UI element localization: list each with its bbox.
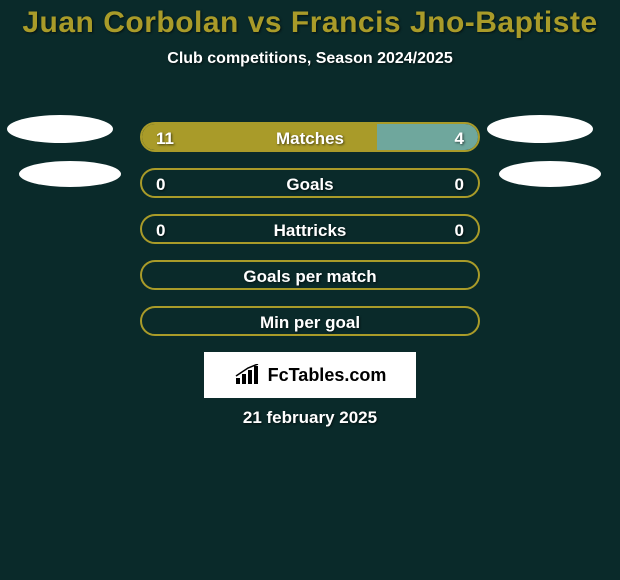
- brand-box: FcTables.com: [204, 352, 416, 398]
- metric-bar: 114Matches: [140, 122, 480, 152]
- metric-bar: 00Hattricks: [140, 214, 480, 244]
- metric-label: Min per goal: [142, 308, 478, 336]
- player-left-ellipse: [7, 115, 113, 143]
- metric-bar: Goals per match: [140, 260, 480, 290]
- metric-bar: Min per goal: [140, 306, 480, 336]
- metric-label: Matches: [142, 124, 478, 152]
- metric-label: Goals per match: [142, 262, 478, 290]
- metric-row: 114Matches: [0, 122, 620, 152]
- metric-bar: 00Goals: [140, 168, 480, 198]
- page-title: Juan Corbolan vs Francis Jno-Baptiste: [0, 0, 620, 40]
- metric-row: Goals per match: [0, 260, 620, 290]
- page-subtitle: Club competitions, Season 2024/2025: [0, 50, 620, 68]
- brand-text: FcTables.com: [268, 365, 387, 386]
- player-left-ellipse: [19, 161, 121, 187]
- metric-row: 00Goals: [0, 168, 620, 198]
- metric-label: Goals: [142, 170, 478, 198]
- player-right-ellipse: [487, 115, 593, 143]
- player-right-ellipse: [499, 161, 601, 187]
- footer-date: 21 february 2025: [0, 408, 620, 428]
- metric-rows: 114Matches 00Goals 00Hattricks Goals per ma…: [0, 122, 620, 352]
- metric-label: Hattricks: [142, 216, 478, 244]
- metric-row: Min per goal: [0, 306, 620, 336]
- brand-chart-icon: [234, 364, 262, 386]
- metric-row: 00Hattricks: [0, 214, 620, 244]
